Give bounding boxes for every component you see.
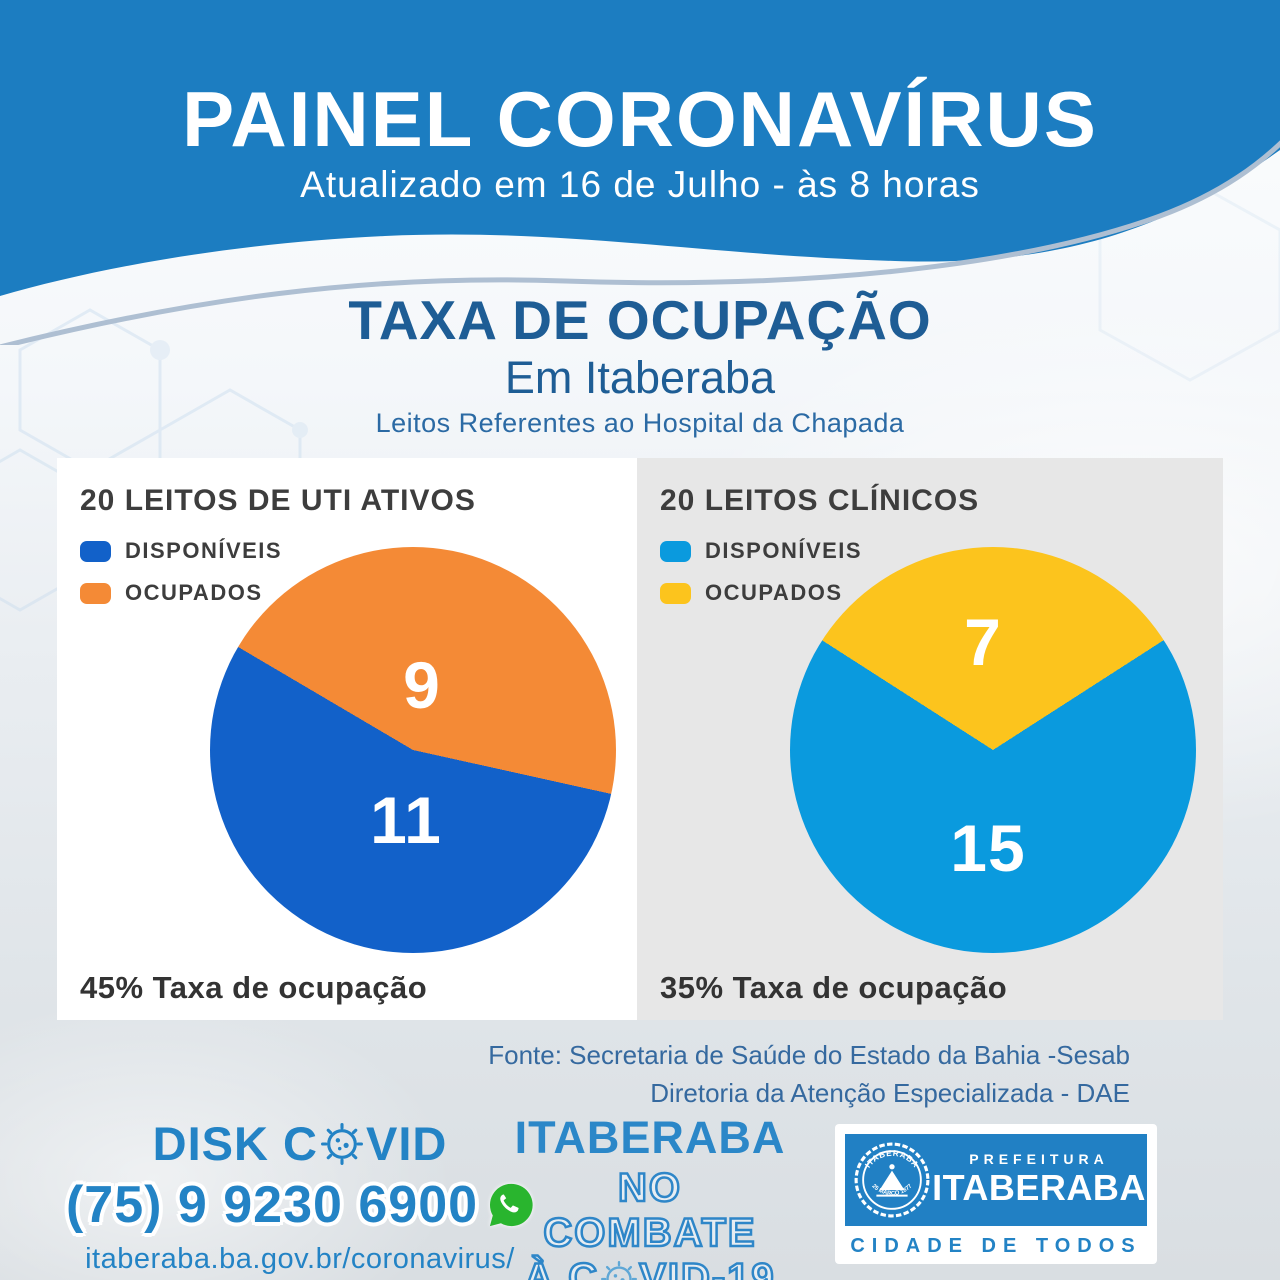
clinical-available-value: 15 [950, 811, 1026, 885]
prefeitura-logo-card: ITABERABA 25 MARÇO 1877 PREFEITURA ITABE… [835, 1124, 1157, 1264]
legend-item-disponiveis: DISPONÍVEIS [80, 536, 282, 566]
campaign-slogan-line2: NO COMBATE [542, 1165, 757, 1257]
uti-occupancy-rate: 45% Taxa de ocupação [80, 970, 428, 1005]
city-seal: ITABERABA 25 MARÇO 1877 [854, 1142, 930, 1218]
prefeitura-city-name: ITABERABA [932, 1167, 1146, 1208]
legend-label-disponiveis: DISPONÍVEIS [705, 538, 863, 563]
legend-swatch-disponiveis [80, 540, 111, 562]
disk-covid-block: DISK C VID (75) 9 9230 6900 itabera [60, 1116, 540, 1276]
clinical-panel-title: 20 LEITOS CLÍNICOS [660, 484, 980, 517]
legend-label-ocupados: OCUPADOS [125, 580, 263, 605]
legend-swatch-ocupados [80, 582, 111, 604]
campaign-block: ITABERABA NO COMBATE À C VID-19 [505, 1112, 795, 1280]
prefeitura-tagline: CIDADE DE TODOS [850, 1235, 1142, 1257]
virus-icon [601, 1260, 638, 1280]
header-wave [0, 0, 1280, 345]
legend-label-ocupados: OCUPADOS [705, 580, 843, 605]
update-timestamp: Atualizado em 16 de Julho - às 8 horas [300, 164, 980, 205]
legend-item-ocupados: OCUPADOS [660, 578, 862, 608]
clinical-pie-chart: 7 15 [790, 547, 1196, 953]
page-title: PAINEL CORONAVÍRUS [182, 75, 1098, 163]
data-source: Fonte: Secretaria de Saúde do Estado da … [488, 1036, 1130, 1112]
section-title: TAXA DE OCUPAÇÃO [348, 289, 932, 351]
whatsapp-icon [489, 1183, 533, 1227]
clinical-beds-panel: 20 LEITOS CLÍNICOS DISPONÍVEIS OCUPADOS … [637, 458, 1223, 1020]
prefeitura-label: PREFEITURA [969, 1151, 1109, 1167]
uti-available-value: 11 [370, 783, 442, 857]
uti-panel-title: 20 LEITOS DE UTI ATIVOS [80, 484, 476, 517]
website-url: itaberaba.ba.gov.br/coronavirus/ [85, 1243, 515, 1275]
legend-swatch-ocupados [660, 582, 691, 604]
clinical-occupied-value: 7 [964, 605, 1002, 679]
section-subtitle: Em Itaberaba [504, 352, 776, 403]
campaign-city: ITABERABA [514, 1112, 786, 1163]
legend-label-disponiveis: DISPONÍVEIS [125, 538, 283, 563]
uti-occupied-value: 9 [403, 648, 441, 722]
legend-item-ocupados: OCUPADOS [80, 578, 282, 608]
disk-covid-phone-row: (75) 9 9230 6900 [60, 1175, 540, 1235]
disk-covid-title: DISK C VID [60, 1116, 540, 1171]
uti-legend: DISPONÍVEIS OCUPADOS [80, 536, 282, 620]
phone-number: (75) 9 9230 6900 [65, 1176, 479, 1234]
source-line-2: Diretoria da Atenção Especializada - DAE [650, 1078, 1130, 1108]
clinical-occupancy-rate: 35% Taxa de ocupação [660, 970, 1008, 1005]
disk-covid-title-right: VID [365, 1117, 448, 1170]
legend-swatch-disponiveis [660, 540, 691, 562]
clinical-legend: DISPONÍVEIS OCUPADOS [660, 536, 862, 620]
campaign-line3-left: À C [523, 1255, 600, 1280]
uti-beds-panel: 20 LEITOS DE UTI ATIVOS DISPONÍVEIS OCUP… [57, 458, 637, 1020]
prefeitura-logo-blue-box: ITABERABA 25 MARÇO 1877 PREFEITURA ITABE… [845, 1134, 1147, 1226]
section-note: Leitos Referentes ao Hospital da Chapada [375, 408, 905, 438]
source-line-1: Fonte: Secretaria de Saúde do Estado da … [488, 1040, 1130, 1070]
prefeitura-wordmark: PREFEITURA ITABERABA [931, 1151, 1147, 1209]
campaign-line3-right: VID-19 [638, 1255, 776, 1280]
virus-icon [320, 1122, 363, 1165]
campaign-slogan-line3: À C VID-19 [505, 1255, 795, 1280]
legend-item-disponiveis: DISPONÍVEIS [660, 536, 862, 566]
disk-covid-title-left: DISK C [152, 1117, 318, 1170]
uti-pie-chart: 9 11 [210, 547, 616, 953]
